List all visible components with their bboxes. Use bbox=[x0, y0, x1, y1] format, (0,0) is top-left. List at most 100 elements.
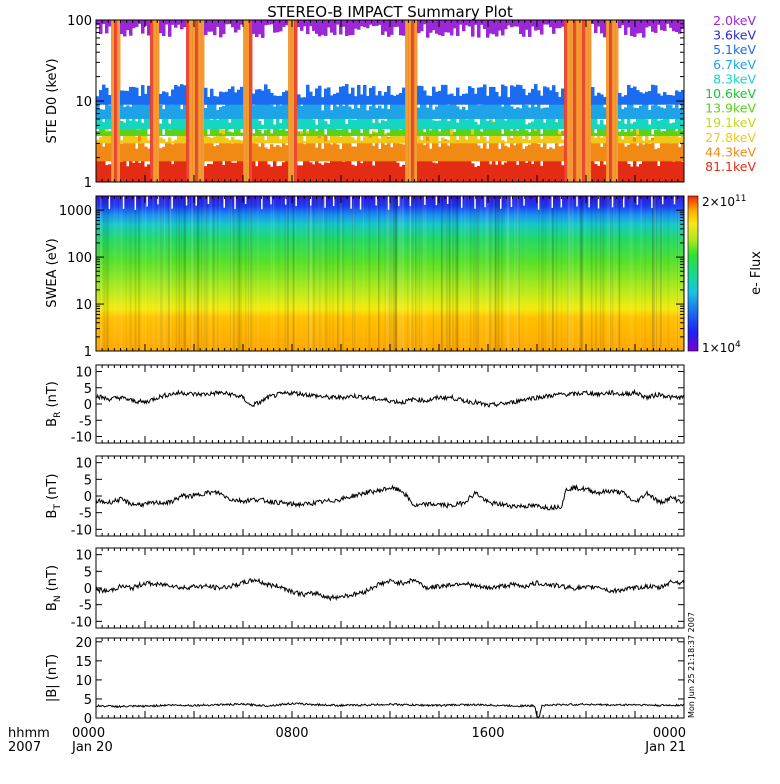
ste-band-cell bbox=[672, 95, 676, 105]
swea-texture-stripe bbox=[654, 196, 656, 351]
swea-top-gap bbox=[597, 196, 600, 209]
ste-band-cell bbox=[459, 118, 463, 130]
ste-band-cell bbox=[363, 125, 367, 136]
swea-texture-stripe bbox=[284, 196, 287, 351]
ste-band-cell bbox=[594, 98, 598, 119]
ste-band-cell bbox=[309, 124, 313, 136]
ste-band-cell bbox=[387, 85, 391, 105]
ste-top-band-cell bbox=[258, 20, 262, 35]
ste-band-cell bbox=[237, 128, 241, 136]
ste-band-cell bbox=[510, 139, 514, 144]
swea-texture-stripe bbox=[393, 196, 396, 351]
ste-band-cell bbox=[474, 140, 478, 162]
ste-band-cell bbox=[636, 90, 640, 105]
ste-band-cell bbox=[279, 139, 283, 144]
ste-band-cell bbox=[624, 123, 628, 130]
ste-band-cell bbox=[540, 133, 544, 136]
year-label: 2007 bbox=[8, 740, 41, 755]
ste-top-band-cell bbox=[381, 20, 385, 35]
ste-band-cell bbox=[561, 139, 565, 144]
ste-band-cell bbox=[435, 141, 439, 162]
ste-band-cell bbox=[225, 156, 229, 182]
swea-texture-stripe bbox=[421, 196, 423, 351]
ste-band-cell bbox=[123, 142, 127, 162]
ste-band-cell bbox=[630, 99, 634, 119]
ste-band-cell bbox=[636, 134, 640, 136]
ste-band-cell bbox=[552, 85, 556, 105]
ste-band-cell bbox=[264, 158, 268, 182]
ste-band-cell bbox=[285, 115, 289, 130]
swea-texture-stripe bbox=[317, 196, 320, 351]
ste-band-cell bbox=[510, 154, 514, 182]
swea-texture-stripe bbox=[407, 196, 409, 351]
swea-texture-stripe bbox=[640, 196, 642, 351]
swea-texture-stripe bbox=[107, 196, 109, 351]
ste-band-cell bbox=[174, 115, 178, 130]
ste-top-band-cell bbox=[396, 20, 400, 27]
ste-top-band-cell bbox=[648, 20, 652, 27]
ste-top-band-cell bbox=[333, 20, 337, 36]
ste-top-band-cell bbox=[225, 20, 229, 25]
ste-band-cell bbox=[372, 130, 376, 144]
ste-band-cell bbox=[129, 128, 133, 136]
ste-band-cell bbox=[333, 123, 337, 136]
swea-texture-stripe bbox=[422, 196, 425, 351]
ste-top-band-cell bbox=[204, 20, 208, 36]
swea-texture-stripe bbox=[497, 196, 499, 351]
swea-texture-stripe bbox=[607, 196, 610, 351]
ste-band-cell bbox=[99, 115, 103, 130]
ste-legend-entry: 6.7keV bbox=[713, 57, 756, 72]
ste-top-band-cell bbox=[645, 20, 649, 28]
ste-top-band-cell bbox=[516, 20, 520, 27]
ste-band-cell bbox=[534, 84, 538, 105]
swea-texture-stripe bbox=[163, 196, 166, 351]
ste-band-cell bbox=[126, 111, 130, 130]
ste-band-cell bbox=[270, 166, 274, 182]
swea-top-gap bbox=[284, 196, 287, 205]
ste-band-cell bbox=[501, 133, 505, 136]
ste-band-cell bbox=[180, 118, 184, 130]
ste-band-cell bbox=[384, 144, 388, 162]
ste-band-cell bbox=[369, 153, 373, 182]
ste-top-band-cell bbox=[420, 20, 424, 32]
ste-band-cell bbox=[138, 141, 142, 144]
swea-top-gap bbox=[295, 196, 297, 207]
ste-band-cell bbox=[498, 123, 502, 136]
ste-band-cell bbox=[435, 163, 439, 182]
ste-band-cell bbox=[591, 157, 595, 182]
ste-band-cell bbox=[660, 135, 664, 144]
ste-top-band-cell bbox=[300, 20, 304, 31]
ste-band-cell bbox=[456, 125, 460, 136]
ste-band-cell bbox=[396, 97, 400, 119]
swea-texture-stripe bbox=[215, 196, 217, 351]
swea-texture-stripe bbox=[256, 196, 259, 351]
ste-band-cell bbox=[339, 129, 343, 136]
ste-band-cell bbox=[546, 129, 550, 136]
ste-band-cell bbox=[108, 105, 112, 119]
bmag-tick-label: 5 bbox=[84, 693, 92, 708]
swea-texture-stripe bbox=[352, 196, 354, 351]
swea-texture-stripe bbox=[390, 196, 392, 351]
ste-band-cell bbox=[537, 126, 541, 136]
ste-band-cell bbox=[147, 164, 151, 182]
ste-band-cell bbox=[531, 88, 535, 105]
ste-band-cell bbox=[177, 135, 181, 162]
ste-band-cell bbox=[315, 97, 319, 119]
ste-band-cell bbox=[426, 136, 430, 162]
ste-band-cell bbox=[105, 165, 109, 182]
ste-band-cell bbox=[318, 85, 322, 105]
ste-band-cell bbox=[375, 141, 379, 162]
ste-band-cell bbox=[132, 86, 136, 105]
ste-band-cell bbox=[372, 122, 376, 130]
ste-band-cell bbox=[102, 109, 106, 119]
ste-band-cell bbox=[297, 100, 301, 119]
ste-band-cell bbox=[441, 159, 445, 182]
ste-top-band-cell bbox=[486, 20, 490, 38]
ste-band-cell bbox=[417, 85, 421, 105]
bmag-ylabel: |B| (nT) bbox=[45, 654, 60, 702]
swea-texture-stripe bbox=[129, 196, 132, 351]
ste-band-cell bbox=[540, 95, 544, 105]
swea-texture-stripe bbox=[394, 196, 397, 351]
